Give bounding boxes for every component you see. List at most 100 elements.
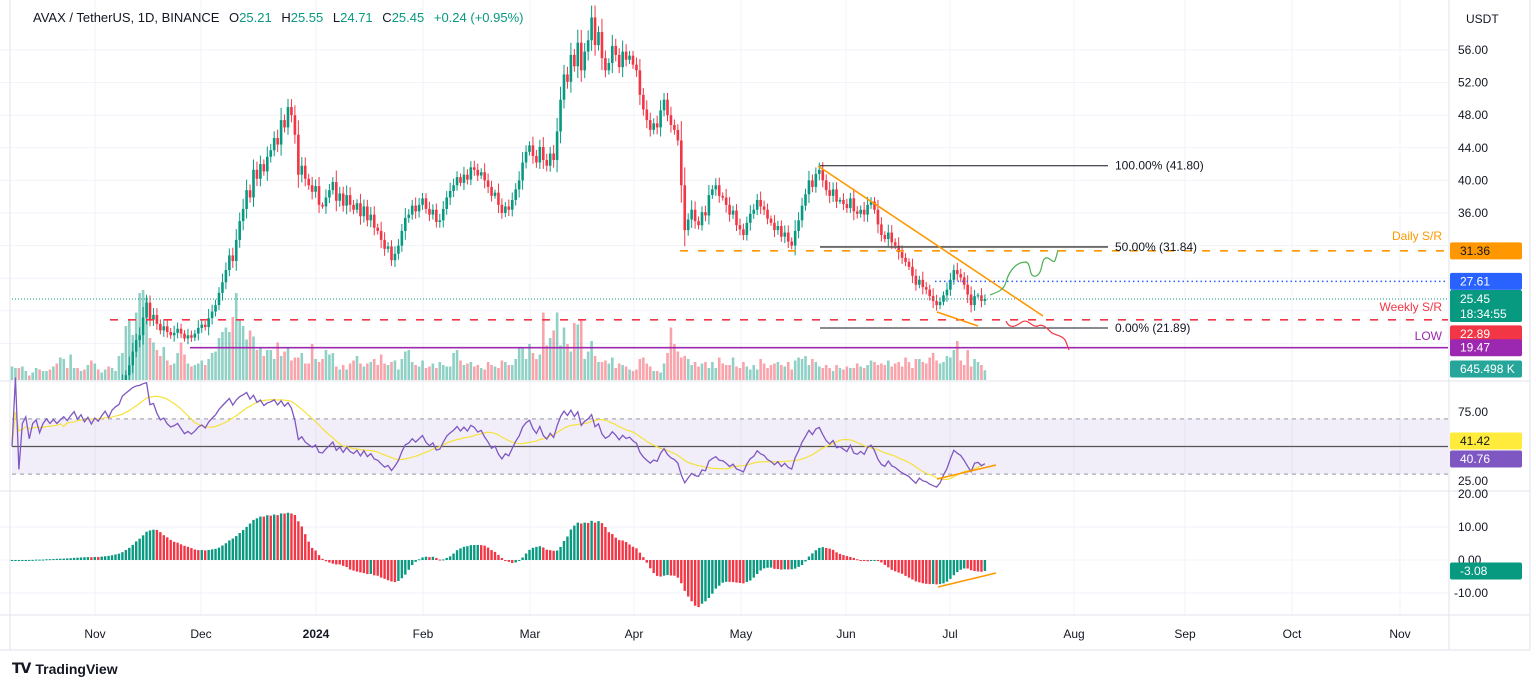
candle-body — [510, 199, 514, 210]
candle-body — [114, 399, 117, 402]
volume-bar — [807, 365, 811, 380]
oscillator-bar — [756, 560, 759, 574]
weekly-sr-tag-text: 22.89 — [1460, 327, 1490, 341]
candle-body — [73, 415, 76, 417]
candle-body — [904, 257, 907, 262]
volume-bar — [276, 342, 279, 380]
candle-body — [655, 123, 659, 128]
low-label: L — [332, 10, 341, 25]
volume-bar — [476, 365, 480, 380]
oscillator-bar — [100, 556, 103, 560]
candle-body — [669, 115, 673, 125]
volume-bar — [569, 351, 573, 380]
volume-bar — [355, 356, 359, 380]
volume-bar — [973, 359, 976, 380]
close-label: C — [382, 10, 392, 25]
oscillator-bar — [421, 557, 424, 560]
oscillator-bar — [752, 560, 755, 578]
oscillator-bar — [442, 559, 445, 561]
volume-bar — [735, 366, 738, 380]
oscillator-bar — [762, 560, 766, 569]
rsi-tick: 25.00 — [1458, 474, 1488, 488]
volume-bar — [538, 354, 542, 380]
candle-body — [590, 17, 593, 41]
volume-bar — [769, 365, 773, 380]
candle-body — [490, 186, 493, 196]
candle-body — [831, 189, 835, 196]
oscillator-bar — [655, 560, 659, 576]
rsi-ma-line — [11, 395, 986, 481]
volume-bar — [224, 327, 228, 380]
volume-bar — [207, 359, 210, 380]
oscillator-bar — [876, 560, 880, 562]
oscillator-bar — [573, 525, 576, 560]
oscillator-bar — [773, 560, 776, 569]
volume-bar — [500, 360, 504, 380]
oscillator-bar — [197, 550, 200, 560]
rsi-value-tag-text: 40.76 — [1460, 452, 1490, 466]
time-tick: Nov — [1389, 627, 1410, 641]
oscillator-bar — [925, 560, 928, 584]
oscillator-bar — [103, 556, 107, 560]
oscillator-bar — [14, 560, 17, 561]
candle-body — [976, 295, 980, 297]
oscillator-bar — [963, 560, 966, 569]
tradingview-branding[interactable]: 𝗧𝗩 TradingView — [12, 660, 118, 677]
daily-sr-tag-bg — [1450, 242, 1522, 260]
support-trendline — [936, 311, 979, 327]
oscillator-bar — [825, 547, 828, 560]
volume-bar — [314, 359, 317, 380]
candle-body — [97, 412, 100, 413]
volume-bar — [742, 362, 745, 380]
price-tick: 36.00 — [1458, 206, 1488, 220]
volume-bar — [676, 351, 680, 380]
candle-body — [573, 54, 576, 67]
candle-body — [683, 185, 687, 231]
oscillator-bar — [849, 556, 852, 560]
candle-body — [786, 232, 790, 242]
symbol-title[interactable]: AVAX / TetherUS, 1D, BINANCE — [33, 10, 220, 25]
oscillator-bar — [821, 547, 824, 560]
candle-body — [221, 282, 224, 293]
candle-body — [124, 375, 128, 380]
volume-bar — [738, 368, 742, 380]
volume-bar — [466, 363, 469, 380]
candle-body — [676, 129, 680, 141]
volume-bar — [338, 369, 342, 380]
oscillator-bar — [621, 540, 624, 560]
volume-bar — [359, 363, 362, 380]
candle-body — [279, 120, 283, 145]
oscillator-bar — [435, 557, 438, 560]
volume-bar — [190, 366, 193, 380]
oscillator-bar — [645, 560, 648, 563]
candle-body — [697, 221, 700, 226]
volume-bar — [573, 323, 576, 380]
oscillator-bar — [259, 516, 262, 560]
oscillator-bar — [976, 560, 980, 572]
oscillator-bar — [228, 540, 231, 560]
oscillator-bar — [576, 522, 579, 560]
volume-bar — [48, 369, 52, 380]
candle-body — [545, 160, 549, 166]
daily-sr-tag: 31.36 — [1450, 242, 1522, 260]
volume-bar — [90, 360, 93, 380]
volume-bar — [93, 363, 97, 380]
volume-bar — [635, 369, 638, 380]
oscillator-bar — [41, 559, 45, 561]
time-tick: May — [730, 627, 753, 641]
volume-bar — [859, 366, 862, 380]
oscillator-bar — [283, 513, 286, 560]
candle-body — [469, 167, 473, 180]
candle-body — [176, 328, 179, 333]
volume-bar — [614, 368, 618, 380]
volume-bar — [262, 356, 266, 380]
candle-body — [407, 214, 411, 218]
candle-body — [207, 318, 210, 328]
oscillator-bar — [897, 560, 900, 573]
oscillator-bar — [186, 546, 190, 560]
candle-body — [604, 58, 607, 71]
candle-body — [745, 222, 749, 236]
volume-bar — [445, 366, 448, 380]
candle-body — [448, 190, 452, 198]
